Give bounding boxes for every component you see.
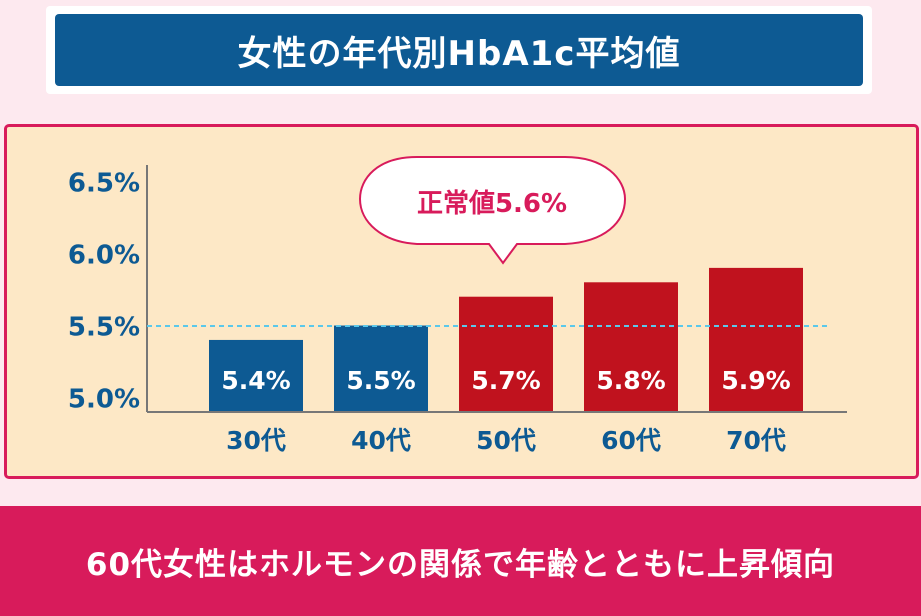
bar: [584, 282, 678, 412]
bar-value-label: 5.8%: [596, 366, 665, 395]
bar-value-label: 5.5%: [346, 366, 415, 395]
callout-shape: [358, 156, 627, 265]
bars-group: 5.4% 5.5% 5.7% 5.8% 5.9%: [209, 267, 803, 412]
footer-banner: 60代女性はホルモンの関係で年齢とともに上昇傾向: [0, 506, 921, 616]
bar: [334, 325, 428, 412]
y-tick-label: 5.0%: [68, 385, 140, 415]
x-tick-label: 30代: [226, 426, 286, 455]
title-card: 女性の年代別HbA1c平均値: [46, 6, 872, 94]
x-tick-label: 60代: [601, 426, 661, 455]
chart-panel: 5.0% 5.5% 6.0% 6.5% 5.4% 5.5% 5.7% 5.8% 5.9% 30…: [4, 124, 919, 479]
x-axis-ticks: 30代 40代 50代 60代 70代: [226, 426, 786, 455]
x-tick-label: 70代: [726, 426, 786, 455]
bar: [709, 267, 803, 412]
callout-text: 正常値5.6%: [417, 189, 567, 219]
bar: [459, 296, 553, 412]
bar: [209, 339, 303, 412]
bar-value-label: 5.9%: [721, 366, 790, 395]
y-tick-label: 6.5%: [68, 168, 140, 198]
callout-bubble: 正常値5.6%: [358, 156, 627, 265]
chart-title: 女性の年代別HbA1c平均値: [55, 14, 863, 86]
bar-value-label: 5.4%: [221, 366, 290, 395]
x-tick-label: 40代: [351, 426, 411, 455]
bar-value-label: 5.7%: [471, 366, 540, 395]
y-tick-label: 5.5%: [68, 313, 140, 343]
y-tick-label: 6.0%: [68, 240, 140, 270]
x-tick-label: 50代: [476, 426, 536, 455]
y-axis-ticks: 5.0% 5.5% 6.0% 6.5%: [68, 168, 140, 414]
bar-chart: 5.0% 5.5% 6.0% 6.5% 5.4% 5.5% 5.7% 5.8% 5.9% 30…: [68, 156, 847, 455]
